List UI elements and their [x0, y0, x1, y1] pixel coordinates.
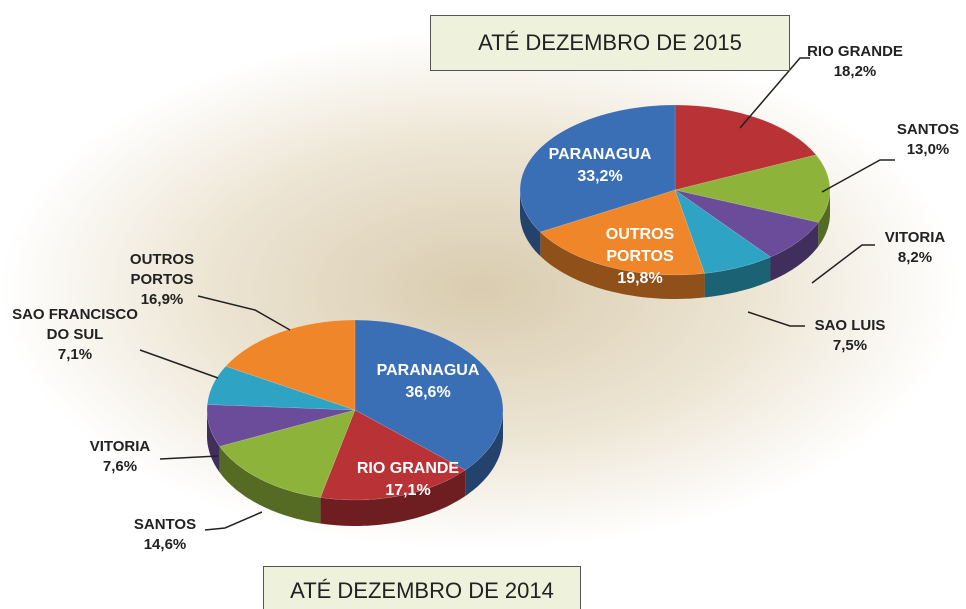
data-label: VITORIA 7,6%	[75, 437, 165, 477]
leader-line	[139, 349, 219, 379]
value-label: 16,9%	[140, 291, 184, 308]
slice	[219, 409, 356, 498]
slice-side	[520, 190, 541, 256]
chart-title: ATÉ DEZEMBRO DE 2014	[263, 566, 581, 609]
value-label: 7,1%	[57, 346, 93, 363]
slice-side	[219, 446, 321, 524]
category-label: SANTOS	[133, 516, 197, 533]
slice	[674, 104, 817, 191]
slice-side	[704, 257, 771, 298]
data-label: SANTOS 13,0%	[883, 120, 966, 160]
slice-side	[540, 232, 705, 299]
category-label: OUTROS PORTOS	[605, 226, 675, 265]
chart-title: ATÉ DEZEMBRO DE 2015	[430, 15, 790, 71]
slice-side	[770, 222, 819, 281]
slice	[206, 404, 356, 447]
leader-line	[821, 159, 895, 193]
category-label: VITORIA	[89, 438, 151, 455]
leader-line	[739, 57, 810, 129]
value-label: 14,6%	[143, 536, 187, 553]
category-label: PARANAGUA	[548, 146, 652, 163]
data-label: VITORIA 8,2%	[870, 228, 960, 268]
data-label: PARANAGUA 36,6%	[363, 360, 493, 404]
data-label: SAO LUIS 7,5%	[800, 316, 900, 356]
data-label: SAO FRANCISCO DO SUL 7,1%	[5, 305, 145, 365]
leader-line	[811, 244, 875, 284]
leader-line	[197, 295, 291, 331]
category-label: PARANAGUA	[376, 362, 480, 379]
slice	[225, 319, 356, 411]
slice	[354, 319, 504, 471]
slice	[674, 189, 819, 258]
data-label: RIO GRANDE 18,2%	[795, 42, 915, 82]
slice	[320, 409, 466, 501]
value-label: 7,6%	[102, 458, 138, 475]
slice-side	[818, 190, 830, 247]
slice	[207, 365, 356, 411]
slice	[674, 189, 772, 274]
leader-line	[747, 311, 805, 327]
category-label: SAO FRANCISCO DO SUL	[12, 306, 138, 343]
value-label: 18,2%	[833, 63, 877, 80]
value-label: 13,0%	[906, 141, 950, 158]
slice	[674, 154, 831, 223]
value-label: 17,1%	[385, 482, 431, 499]
data-label: RIO GRANDE 17,1%	[343, 458, 473, 502]
value-label: 36,6%	[405, 384, 451, 401]
category-label: SAO LUIS	[814, 317, 886, 334]
data-label: PARANAGUA 33,2%	[540, 144, 660, 188]
slice-side	[465, 410, 503, 497]
category-label: RIO GRANDE	[356, 460, 460, 477]
value-label: 7,5%	[832, 337, 868, 354]
value-label: 8,2%	[897, 249, 933, 266]
value-label: 19,8%	[617, 270, 663, 287]
leader-line	[204, 511, 263, 531]
leader-line	[159, 455, 219, 460]
category-label: VITORIA	[884, 229, 946, 246]
value-label: 33,2%	[577, 168, 623, 185]
data-label: OUTROS PORTOS 19,8%	[590, 224, 690, 290]
slice-side	[320, 470, 466, 526]
data-label: OUTROS PORTOS 16,9%	[112, 250, 212, 310]
slice	[519, 104, 676, 233]
category-label: RIO GRANDE	[807, 43, 903, 60]
data-label: SANTOS 14,6%	[120, 515, 210, 555]
category-label: OUTROS PORTOS	[129, 251, 195, 288]
slice	[539, 189, 705, 276]
category-label: SANTOS	[896, 121, 960, 138]
